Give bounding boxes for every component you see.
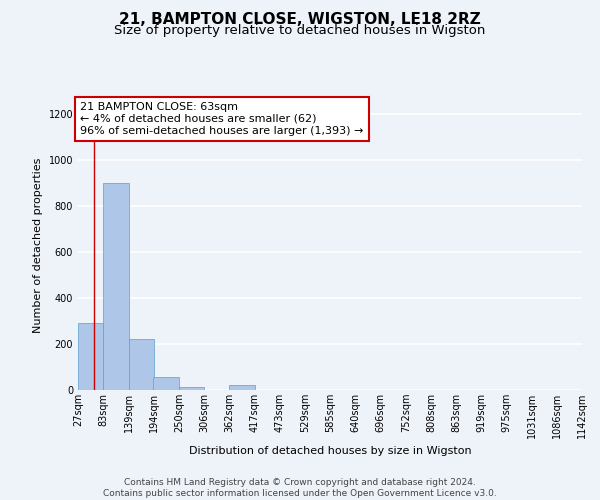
Text: Size of property relative to detached houses in Wigston: Size of property relative to detached ho… — [115, 24, 485, 37]
Bar — [179, 387, 204, 390]
Bar — [154, 378, 179, 390]
Text: Contains HM Land Registry data © Crown copyright and database right 2024.
Contai: Contains HM Land Registry data © Crown c… — [103, 478, 497, 498]
Bar — [128, 340, 154, 390]
Text: 21, BAMPTON CLOSE, WIGSTON, LE18 2RZ: 21, BAMPTON CLOSE, WIGSTON, LE18 2RZ — [119, 12, 481, 28]
Y-axis label: Number of detached properties: Number of detached properties — [33, 158, 43, 332]
Text: 21 BAMPTON CLOSE: 63sqm
← 4% of detached houses are smaller (62)
96% of semi-det: 21 BAMPTON CLOSE: 63sqm ← 4% of detached… — [80, 102, 364, 136]
Bar — [103, 183, 128, 390]
X-axis label: Distribution of detached houses by size in Wigston: Distribution of detached houses by size … — [188, 446, 472, 456]
Bar — [78, 324, 103, 390]
Bar — [229, 386, 255, 390]
